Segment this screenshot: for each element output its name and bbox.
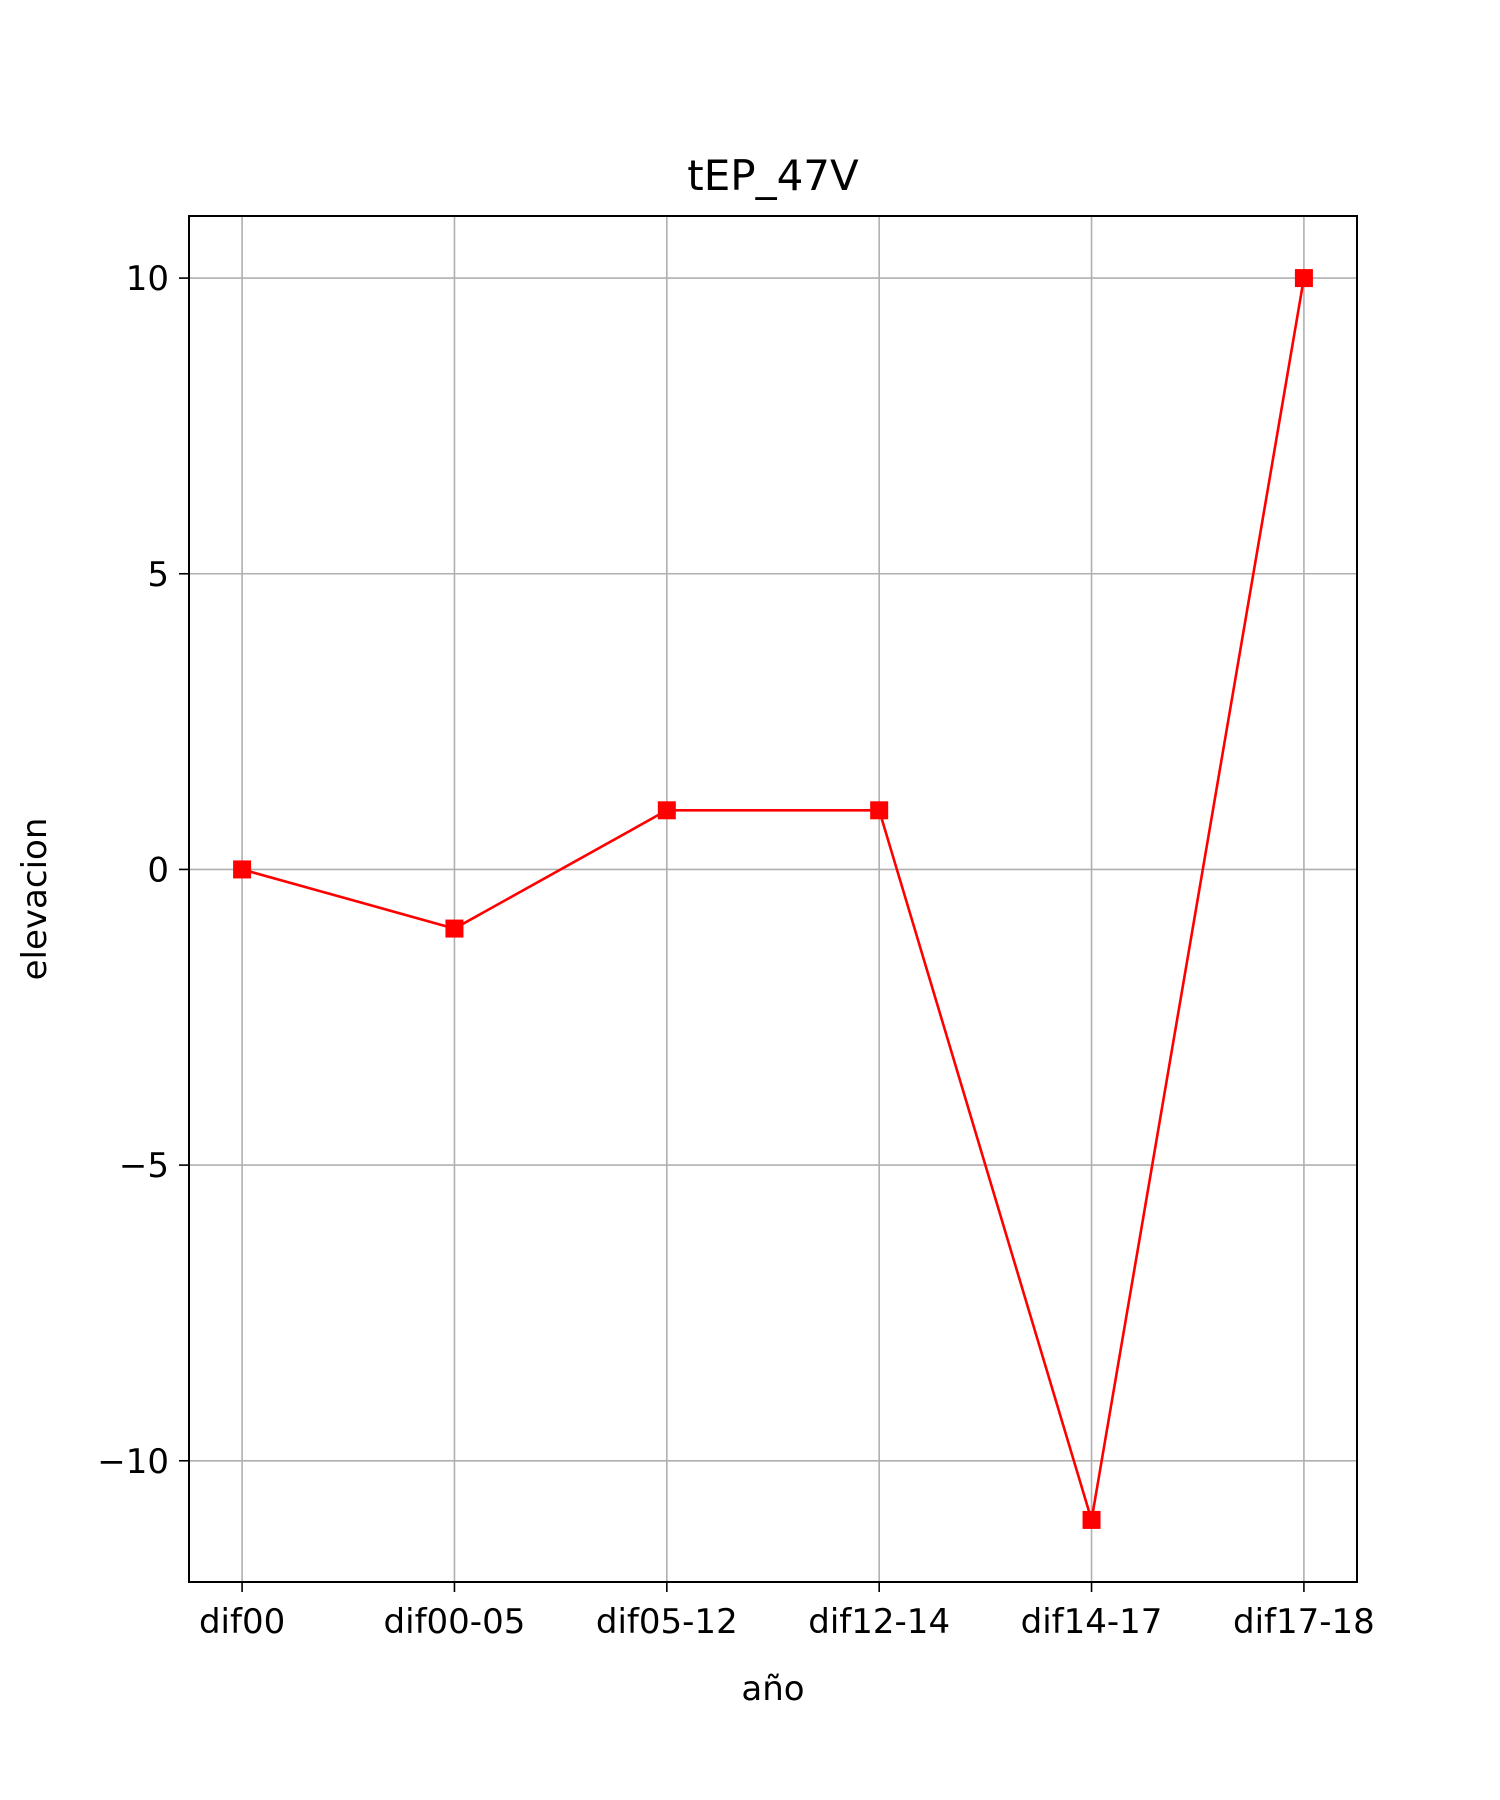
data-point-marker: [233, 860, 252, 879]
y-tick-label: 0: [147, 850, 169, 890]
x-tick-label: dif17-18: [1233, 1602, 1375, 1642]
x-tick-label: dif00-05: [384, 1602, 526, 1642]
x-tick-label: dif05-12: [596, 1602, 738, 1642]
data-point-marker: [1082, 1510, 1101, 1529]
data-point-marker: [870, 801, 889, 820]
y-tick-label: 5: [147, 555, 169, 595]
axes: dif00 dif00-05 dif05-12 dif12-14 dif14-17 dif…: [97, 259, 1375, 1642]
y-tick-label: 10: [126, 259, 169, 299]
data-point-marker: [445, 919, 464, 938]
chart-title: tEP_47V: [687, 151, 859, 200]
y-axis-label: elevacion: [15, 818, 55, 981]
data-point-marker: [657, 801, 676, 820]
series-line: [241, 277, 1306, 1522]
data-series: [233, 269, 1313, 1529]
x-axis-label: año: [741, 1669, 804, 1709]
x-tick-label: dif12-14: [808, 1602, 950, 1642]
x-tick-label: dif00: [199, 1602, 285, 1642]
data-point-marker: [1294, 269, 1313, 288]
x-tick-label: dif14-17: [1021, 1602, 1163, 1642]
y-tick-label: −5: [119, 1146, 169, 1186]
grid: [189, 216, 1357, 1582]
plot-frame: [188, 215, 1358, 1583]
y-tick-label: −10: [97, 1442, 169, 1482]
